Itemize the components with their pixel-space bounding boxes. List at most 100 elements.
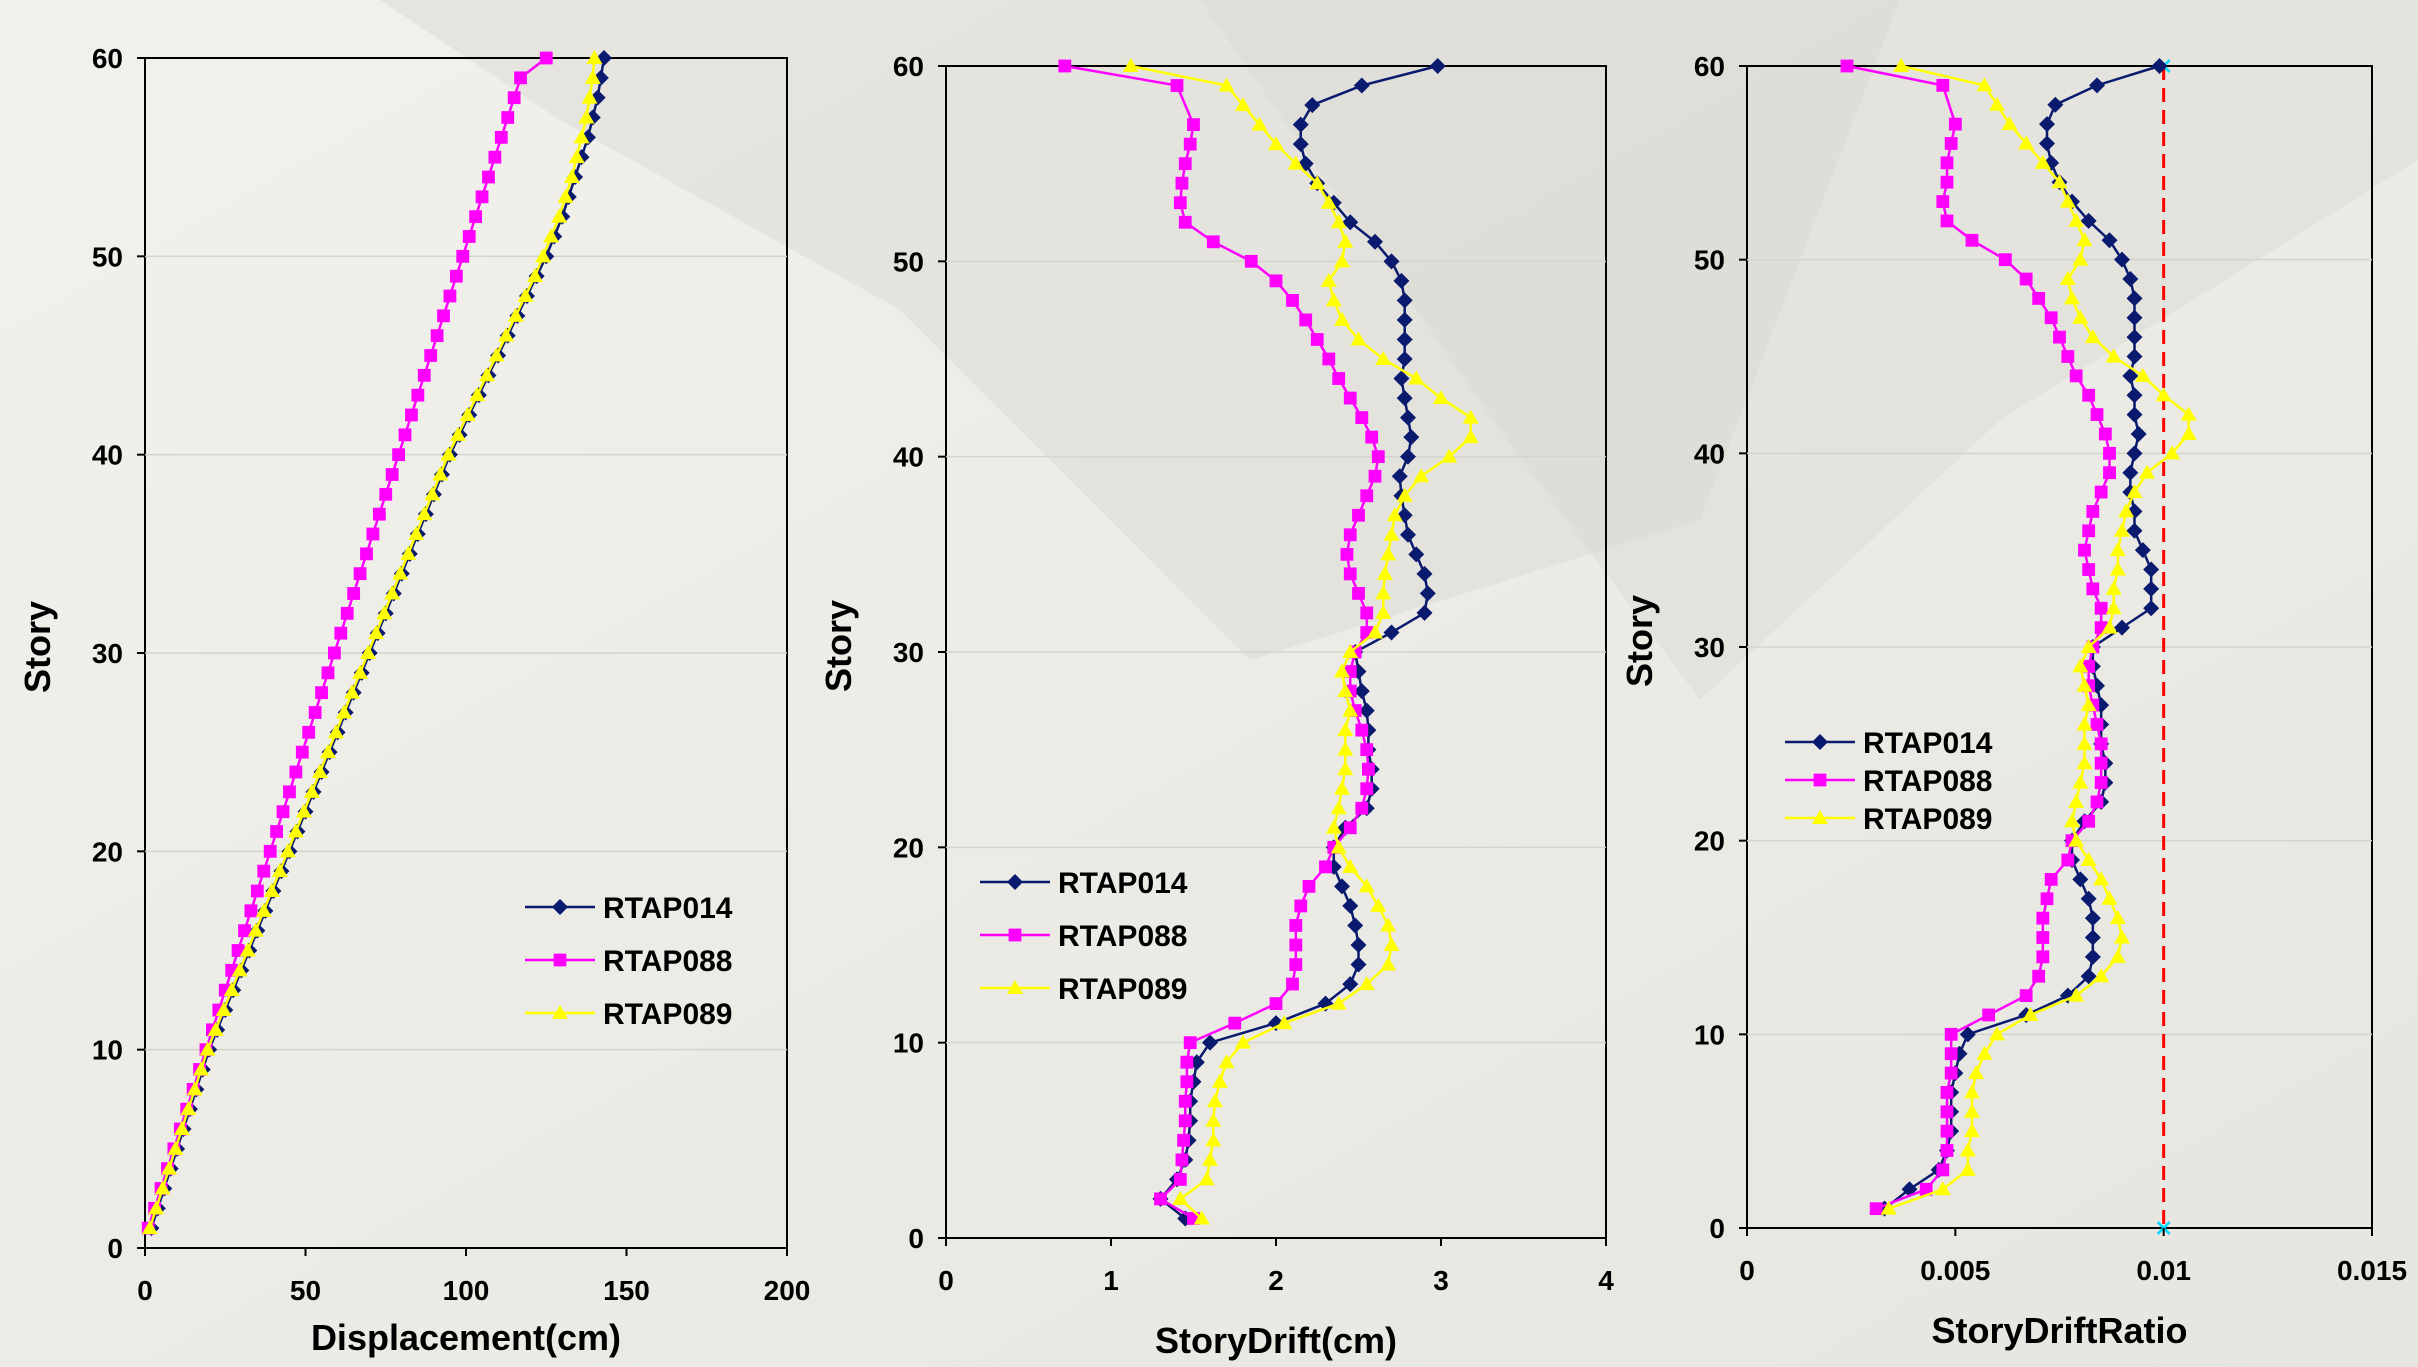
series-layer: [1058, 58, 1479, 1227]
data-point: [2126, 329, 2143, 346]
legend-label: RTAP014: [1863, 727, 1993, 760]
data-point: [449, 269, 463, 283]
legend-label: RTAP014: [603, 892, 733, 925]
data-point: [424, 349, 438, 362]
data-point: [2076, 716, 2093, 731]
data-point: [1206, 235, 1220, 249]
data-point: [501, 111, 515, 124]
data-point: [2094, 737, 2108, 751]
data-point: [1940, 1086, 1954, 1099]
data-point: [1396, 331, 1413, 348]
data-point: [289, 765, 303, 779]
data-point: [2103, 466, 2116, 480]
data-point: [440, 446, 457, 461]
data-point: [478, 367, 495, 382]
y-tick-label: 60: [1694, 51, 1725, 82]
data-point: [2051, 174, 2068, 189]
data-point: [1244, 254, 1258, 268]
data-point: [303, 783, 320, 798]
data-point: [2114, 522, 2130, 537]
data-point: [2126, 290, 2143, 307]
data-point: [2122, 464, 2139, 481]
data-point: [1959, 1142, 1976, 1157]
data-point: [1940, 1124, 1954, 1138]
data-point: [416, 506, 433, 521]
data-point: [2076, 735, 2093, 750]
data-point: [2001, 116, 2018, 131]
data-point: [1299, 313, 1313, 327]
data-point: [514, 71, 527, 85]
data-point: [1330, 995, 1347, 1010]
data-point: [1350, 331, 1367, 346]
chart-panel-story-drift-ratio: 0 0.005 0.01 0.015 0 10 20 30 40 50 60 StoryDrift…: [1619, 51, 2407, 1351]
data-point: [2044, 311, 2058, 325]
data-point: [1462, 409, 1479, 424]
data-point: [578, 109, 595, 124]
data-point: [321, 666, 335, 680]
data-point: [1302, 880, 1316, 893]
data-point: [1334, 663, 1350, 678]
data-point: [1940, 214, 1954, 228]
data-point: [398, 428, 412, 442]
data-point: [456, 249, 470, 263]
data-point: [1178, 1094, 1192, 1108]
data-point: [1375, 351, 1392, 365]
data-point: [1294, 899, 1308, 913]
y-tick-labels: 0 10 20 30 40 50 60: [92, 43, 145, 1264]
data-point: [2082, 524, 2096, 538]
y-tick-labels: 0 10 20 30 40 50 60: [1694, 51, 1747, 1244]
data-point: [167, 1140, 184, 1155]
data-point: [1218, 1054, 1235, 1069]
data-point: [327, 646, 341, 660]
data-point: [2130, 425, 2147, 442]
data-point: [2084, 329, 2101, 344]
data-point: [1347, 917, 1364, 934]
data-point: [408, 526, 425, 540]
data-point: [1235, 97, 1251, 112]
data-point: [1292, 136, 1309, 153]
data-point: [1964, 1123, 1980, 1138]
y-tick-label: 0: [1709, 1213, 1725, 1244]
data-point: [1175, 1153, 1189, 1167]
legend-swatch-marker: [552, 899, 568, 915]
data-point: [2082, 814, 2096, 828]
data-point: [1919, 1182, 1933, 1196]
data-point: [1375, 604, 1392, 619]
data-point: [215, 1002, 232, 1016]
data-point: [551, 208, 568, 223]
data-point: [336, 704, 353, 719]
data-point: [1880, 1200, 1897, 1215]
data-point: [539, 51, 553, 65]
data-point: [2080, 697, 2097, 712]
data-point: [2090, 795, 2104, 809]
data-point: [586, 50, 603, 64]
data-point: [154, 1180, 171, 1195]
data-point: [1367, 624, 1383, 639]
data-point: [1309, 175, 1326, 190]
data-point: [1330, 214, 1347, 229]
data-point: [1383, 937, 1400, 951]
data-point: [2072, 251, 2089, 266]
legend-swatch-marker: [1812, 734, 1828, 750]
data-point: [424, 486, 441, 501]
data-point: [1362, 762, 1375, 776]
data-point: [2101, 619, 2118, 634]
data-point: [1180, 1055, 1194, 1069]
data-point: [1413, 468, 1430, 483]
data-point: [2109, 910, 2126, 925]
data-point: [1269, 997, 1283, 1010]
y-tick-label: 50: [893, 246, 924, 277]
data-point: [2094, 776, 2108, 789]
y-tick-label: 50: [1694, 245, 1725, 276]
data-point: [1268, 136, 1284, 151]
data-point: [507, 91, 521, 105]
data-point: [2164, 445, 2180, 460]
data-point: [2126, 309, 2143, 326]
data-point: [1375, 585, 1392, 600]
data-point: [2126, 484, 2143, 499]
legend-swatch-marker: [1007, 980, 1023, 994]
data-point: [1869, 1202, 1883, 1216]
data-point: [2032, 969, 2046, 983]
legend-swatch-marker: [553, 953, 567, 967]
